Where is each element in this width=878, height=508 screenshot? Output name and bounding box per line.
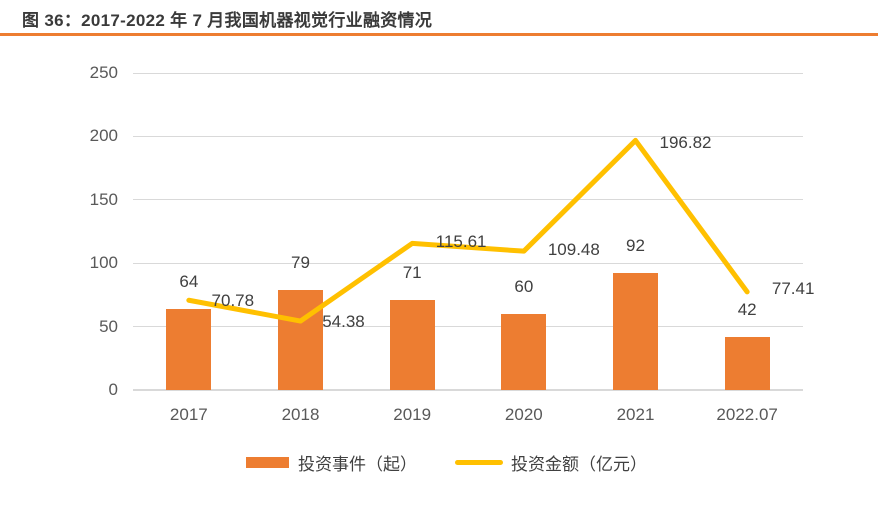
- y-axis-tick-label: 0: [108, 380, 118, 399]
- y-axis-tick-label: 150: [89, 189, 118, 209]
- line-value-label: 77.41: [771, 278, 815, 298]
- grid-line: [133, 135, 803, 137]
- bar-2020: [501, 313, 547, 390]
- bar-value-label: 60: [514, 276, 534, 296]
- legend: 投资事件（起） 投资金额（亿元）: [246, 450, 647, 474]
- x-axis-label: 2022.07: [716, 405, 778, 424]
- y-axis-tick-label: 250: [89, 63, 118, 82]
- line-value-label: 70.78: [211, 291, 255, 311]
- y-axis-tick-label: 100: [89, 253, 118, 273]
- x-axis-label: 2019: [393, 405, 432, 424]
- grid-line: [133, 199, 803, 201]
- bar-value-label: 92: [626, 236, 645, 256]
- grid-line: [133, 262, 803, 264]
- bar-2018: [278, 289, 323, 390]
- bar-value-label: 71: [402, 262, 422, 282]
- bar-value-label: 64: [179, 271, 199, 291]
- bar-2017: [166, 308, 212, 390]
- line-series-swatch: [455, 459, 503, 465]
- line-value-label: 115.61: [435, 232, 487, 252]
- line-value-label: 109.48: [547, 240, 600, 260]
- bar-2019: [389, 299, 435, 390]
- title-underline: [0, 33, 878, 36]
- bar-value-label: 42: [737, 299, 757, 319]
- x-axis-baseline: [133, 389, 803, 391]
- x-axis-label: 2021: [616, 405, 655, 424]
- x-axis-label: 2018: [281, 405, 320, 424]
- bar-2021: [613, 273, 658, 390]
- bar-series-swatch: [246, 456, 289, 468]
- grid-line: [133, 72, 803, 74]
- x-axis-label: 2020: [504, 405, 543, 424]
- x-axis-label: 2017: [169, 405, 208, 424]
- grid-line: [133, 326, 803, 328]
- bar-2022.07: [724, 336, 770, 390]
- legend-label-investment-events: 投资事件（起）: [298, 454, 417, 474]
- bar-value-label: 79: [291, 252, 310, 272]
- investment-amount-line: [186, 137, 750, 324]
- figure-title: 图 36：2017-2022 年 7 月我国机器视觉行业融资情况: [22, 11, 433, 30]
- y-axis-tick-label: 50: [99, 316, 118, 336]
- line-value-label: 54.38: [322, 312, 365, 332]
- line-value-label: 196.82: [659, 133, 712, 153]
- y-axis-tick-label: 200: [89, 126, 118, 146]
- legend-label-investment-amount: 投资金额（亿元）: [511, 454, 647, 474]
